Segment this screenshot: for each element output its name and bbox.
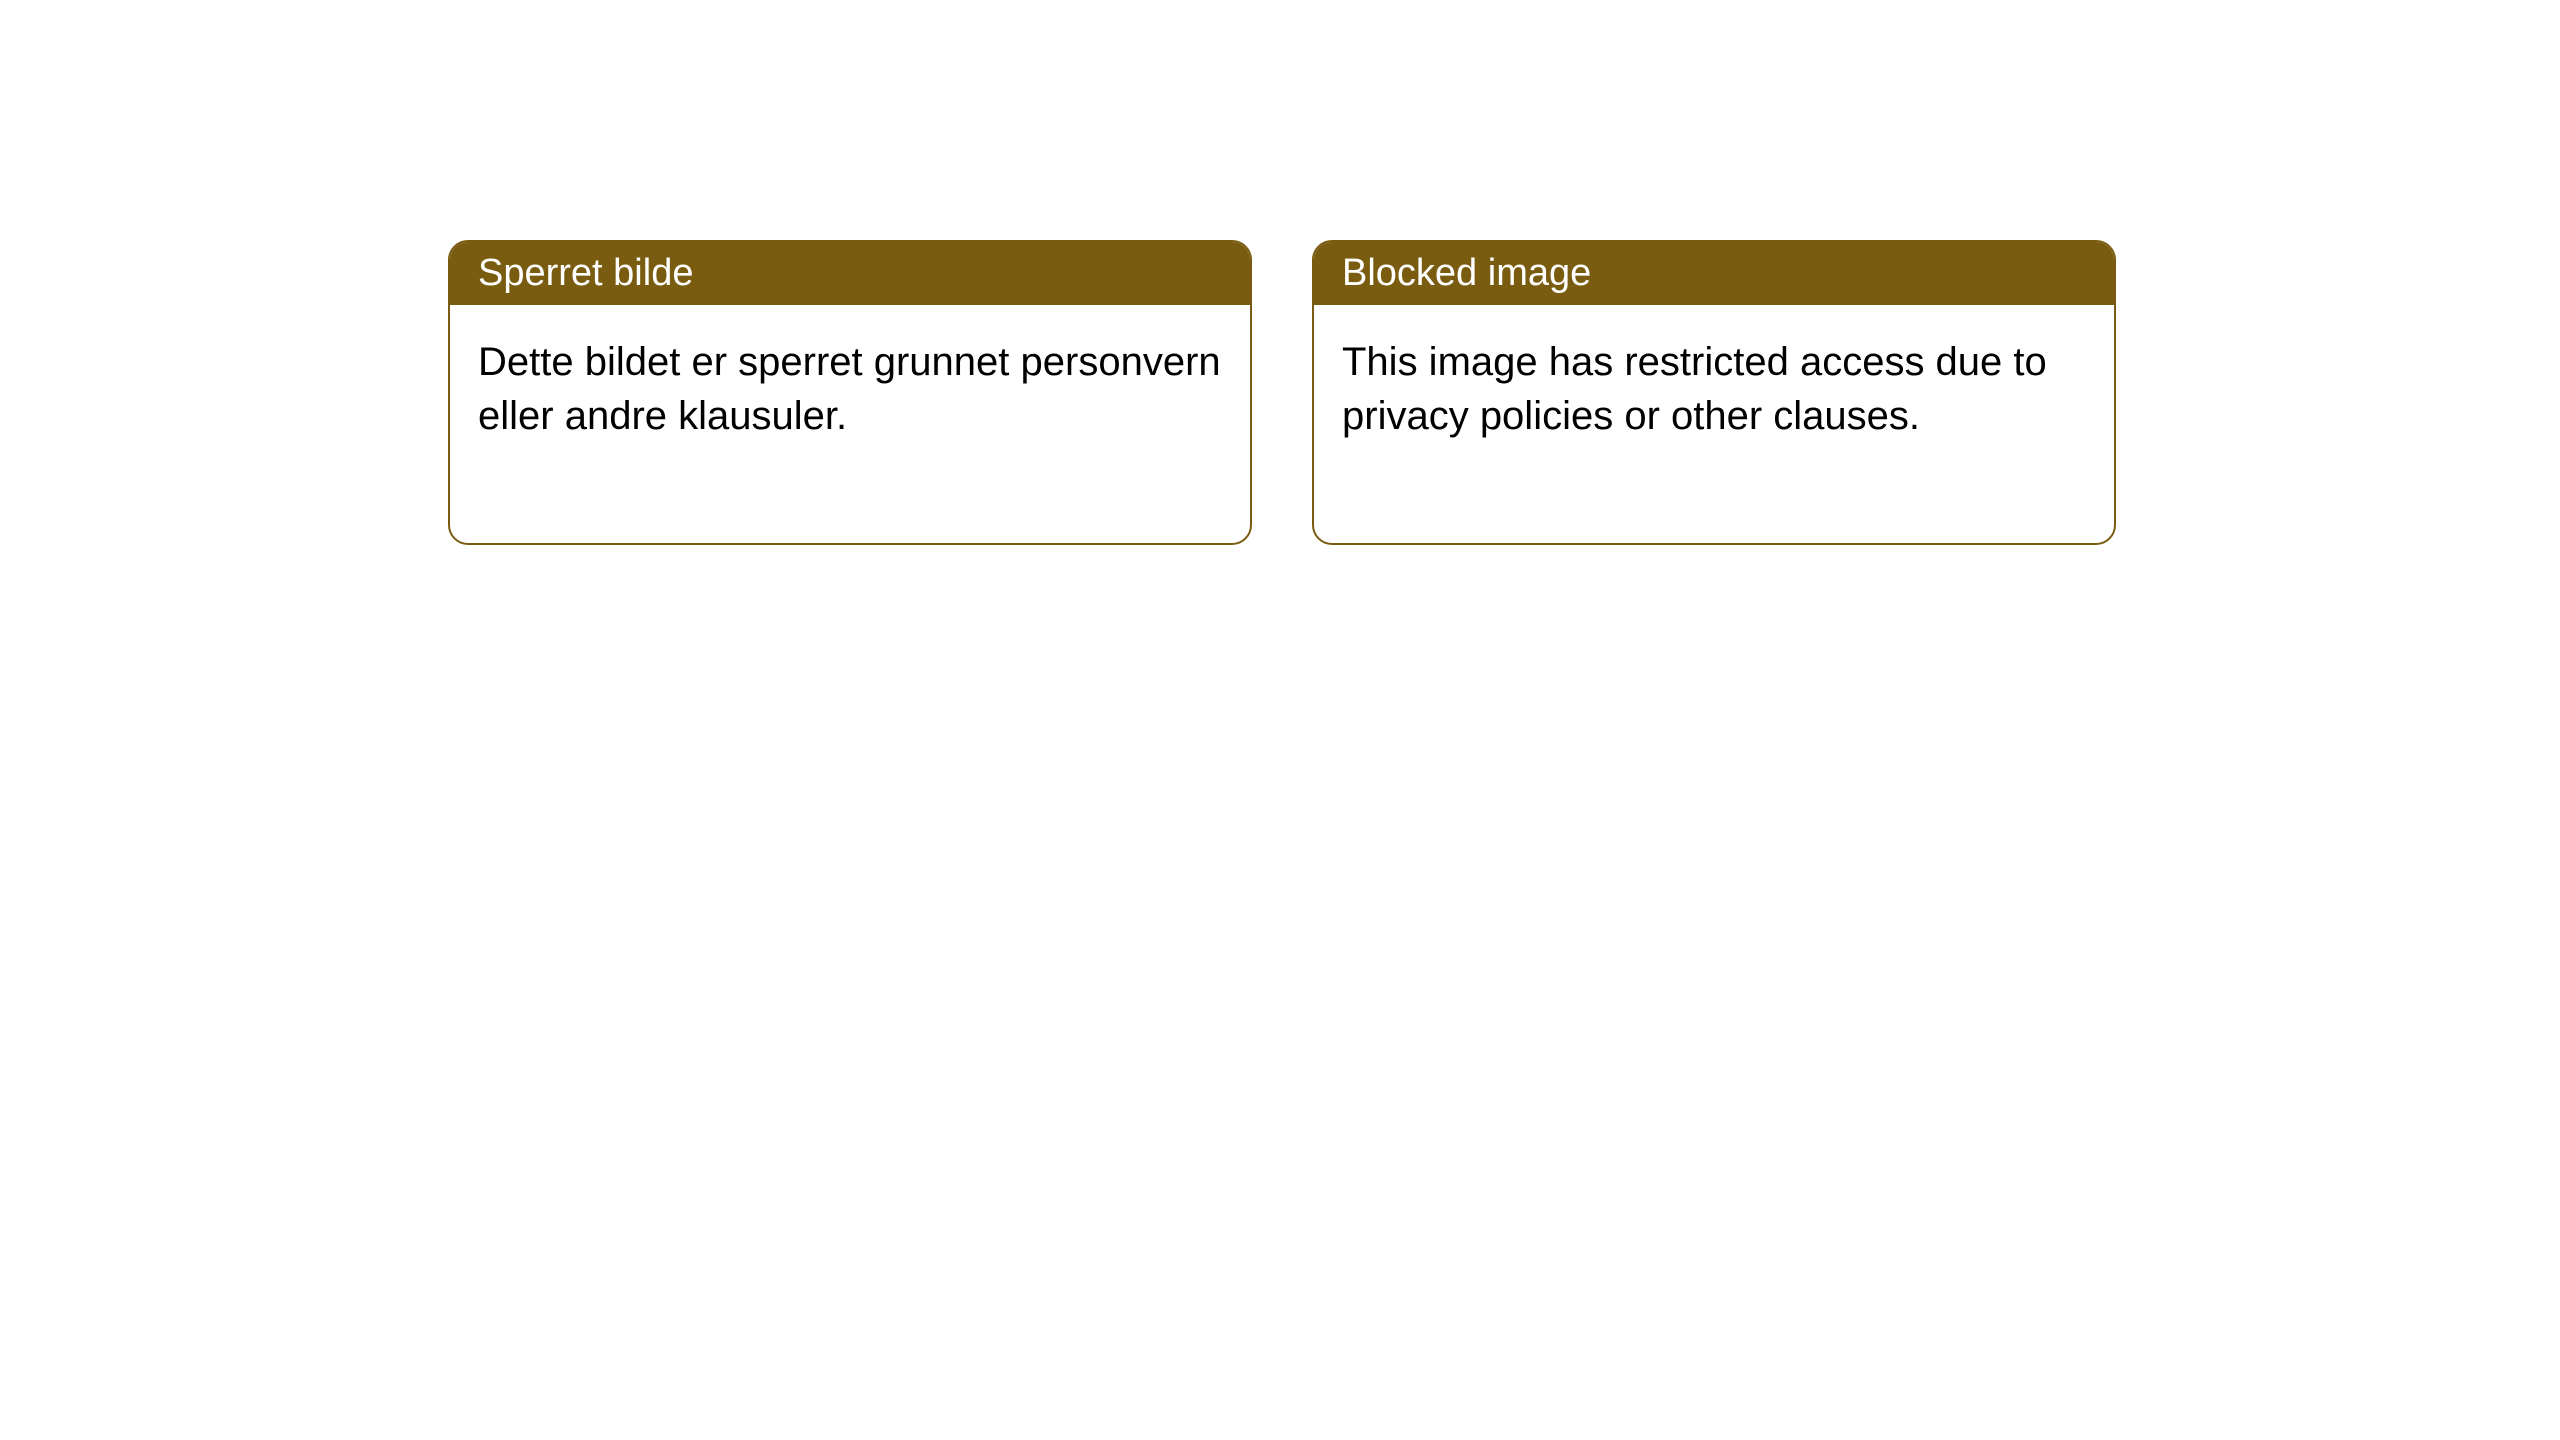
card-body: Dette bildet er sperret grunnet personve… (450, 305, 1250, 543)
card-body-text: Dette bildet er sperret grunnet personve… (478, 340, 1221, 438)
card-header: Sperret bilde (450, 242, 1250, 305)
card-title: Blocked image (1342, 252, 1591, 294)
card-title: Sperret bilde (478, 252, 693, 294)
card-header: Blocked image (1314, 242, 2114, 305)
notice-card-norwegian: Sperret bilde Dette bildet er sperret gr… (448, 240, 1252, 545)
cards-container: Sperret bilde Dette bildet er sperret gr… (0, 0, 2560, 545)
card-body-text: This image has restricted access due to … (1342, 340, 2047, 438)
notice-card-english: Blocked image This image has restricted … (1312, 240, 2116, 545)
card-body: This image has restricted access due to … (1314, 305, 2114, 543)
